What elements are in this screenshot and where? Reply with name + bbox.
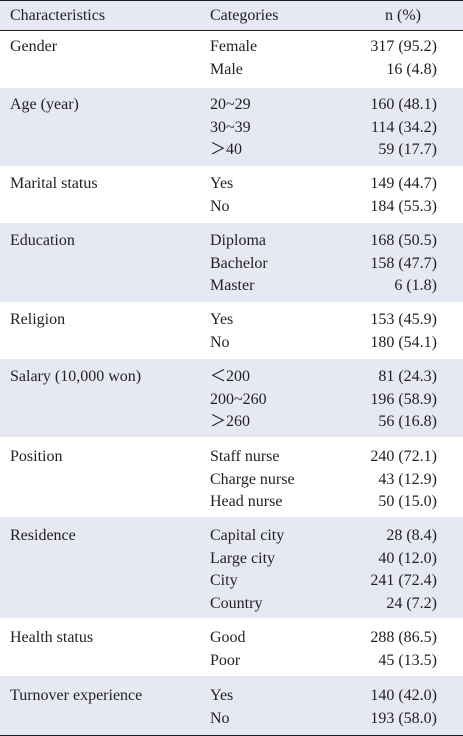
category-label: ＞260 bbox=[210, 413, 251, 430]
n-percent-value: 59 (17.7) bbox=[378, 141, 437, 158]
n-percent-value: 24 (7.2) bbox=[386, 594, 437, 612]
category-label: Female bbox=[210, 38, 258, 55]
category-label: Master bbox=[210, 277, 255, 294]
n-percent-value: 56 (16.8) bbox=[378, 413, 437, 430]
n-percent-value: 241 (72.4) bbox=[370, 572, 437, 589]
category-label: Large city bbox=[210, 549, 276, 567]
n-percent-value: 140 (42.0) bbox=[370, 687, 437, 704]
characteristic-label: Age (year) bbox=[10, 96, 79, 113]
n-percent-value: 50 (15.0) bbox=[378, 493, 437, 510]
category-label: Charge nurse bbox=[210, 470, 295, 488]
n-percent-value: 180 (54.1) bbox=[370, 333, 437, 351]
n-percent-value: 288 (86.5) bbox=[370, 629, 437, 646]
n-percent-value: 16 (4.8) bbox=[386, 60, 437, 78]
characteristic-label: Religion bbox=[10, 311, 66, 328]
n-percent-value: 43 (12.9) bbox=[378, 470, 437, 488]
header-n-percent: n (%) bbox=[385, 7, 421, 24]
category-label: City bbox=[210, 572, 238, 589]
category-label: 30~39 bbox=[210, 118, 251, 136]
characteristic-label: Gender bbox=[10, 38, 58, 55]
category-label: Poor bbox=[210, 651, 241, 669]
characteristic-label: Education bbox=[10, 232, 75, 249]
n-percent-value: 149 (44.7) bbox=[370, 175, 437, 192]
characteristic-label: Residence bbox=[10, 527, 76, 544]
n-percent-value: 6 (1.8) bbox=[394, 277, 437, 294]
category-label: 20~29 bbox=[210, 96, 251, 113]
n-percent-value: 184 (55.3) bbox=[370, 197, 437, 215]
category-label: 200~260 bbox=[210, 390, 267, 408]
header-categories: Categories bbox=[210, 7, 279, 24]
table-group: Turnover experience Yes 140 (42.0) No 193 (5… bbox=[0, 676, 463, 736]
category-label: No bbox=[210, 197, 230, 215]
table-group: Health status Good 288 (86.5) Poor 45 (13.5) bbox=[0, 619, 463, 676]
n-percent-value: 193 (58.0) bbox=[370, 709, 437, 727]
n-percent-value: 160 (48.1) bbox=[370, 96, 437, 113]
category-label: No bbox=[210, 709, 230, 727]
header-characteristics: Characteristics bbox=[10, 7, 106, 24]
category-label: Head nurse bbox=[210, 493, 283, 510]
table-group: Gender Female 317 (95.2) Male 16 (4.8) bbox=[0, 31, 463, 88]
category-label: ＜200 bbox=[210, 368, 251, 385]
category-label: Yes bbox=[210, 175, 234, 192]
n-percent-value: 40 (12.0) bbox=[378, 549, 437, 567]
n-percent-value: 196 (58.9) bbox=[370, 390, 437, 408]
characteristic-label: Turnover experience bbox=[10, 687, 143, 704]
category-label: Yes bbox=[210, 687, 234, 704]
category-label: Staff nurse bbox=[210, 448, 280, 465]
n-percent-value: 81 (24.3) bbox=[378, 368, 437, 385]
characteristic-label: Marital status bbox=[10, 175, 98, 192]
n-percent-value: 317 (95.2) bbox=[370, 38, 437, 55]
characteristic-label: Salary (10,000 won) bbox=[10, 368, 142, 385]
table-group: Salary (10,000 won) ＜200 81 (24.3) 200~260 1… bbox=[0, 359, 463, 438]
table-group: Religion Yes 153 (45.9) No 180 (54.1) bbox=[0, 303, 463, 359]
table-group: Marital status Yes 149 (44.7) No 184 (55.3) bbox=[0, 167, 463, 223]
n-percent-value: 158 (47.7) bbox=[370, 254, 437, 272]
category-label: Bachelor bbox=[210, 254, 268, 272]
n-percent-value: 45 (13.5) bbox=[378, 651, 437, 669]
n-percent-value: 114 (34.2) bbox=[370, 118, 437, 136]
category-label: Diploma bbox=[210, 232, 266, 249]
category-label: Country bbox=[210, 594, 263, 612]
category-label: Good bbox=[210, 629, 246, 646]
category-label: ＞40 bbox=[210, 141, 243, 158]
category-label: Capital city bbox=[210, 527, 285, 544]
n-percent-value: 153 (45.9) bbox=[370, 311, 437, 328]
characteristic-label: Health status bbox=[10, 629, 94, 646]
table-group: Education Diploma 168 (50.5) Bachelor 158 (4… bbox=[0, 223, 463, 303]
n-percent-value: 28 (8.4) bbox=[386, 527, 437, 544]
category-label: Male bbox=[210, 60, 243, 78]
table-group: Age (year) 20~29 160 (48.1) 30~39 114 (34.2)… bbox=[0, 88, 463, 167]
characteristic-label: Position bbox=[10, 448, 63, 465]
category-label: Yes bbox=[210, 311, 234, 328]
table-group: Position Staff nurse 240 (72.1) Charge nurs… bbox=[0, 438, 463, 517]
n-percent-value: 240 (72.1) bbox=[370, 448, 437, 465]
table-header: Characteristics Categories n (%) bbox=[0, 0, 463, 31]
table-group: Residence Capital city 28 (8.4) Large city 4… bbox=[0, 517, 463, 619]
n-percent-value: 168 (50.5) bbox=[370, 232, 437, 249]
category-label: No bbox=[210, 333, 230, 351]
